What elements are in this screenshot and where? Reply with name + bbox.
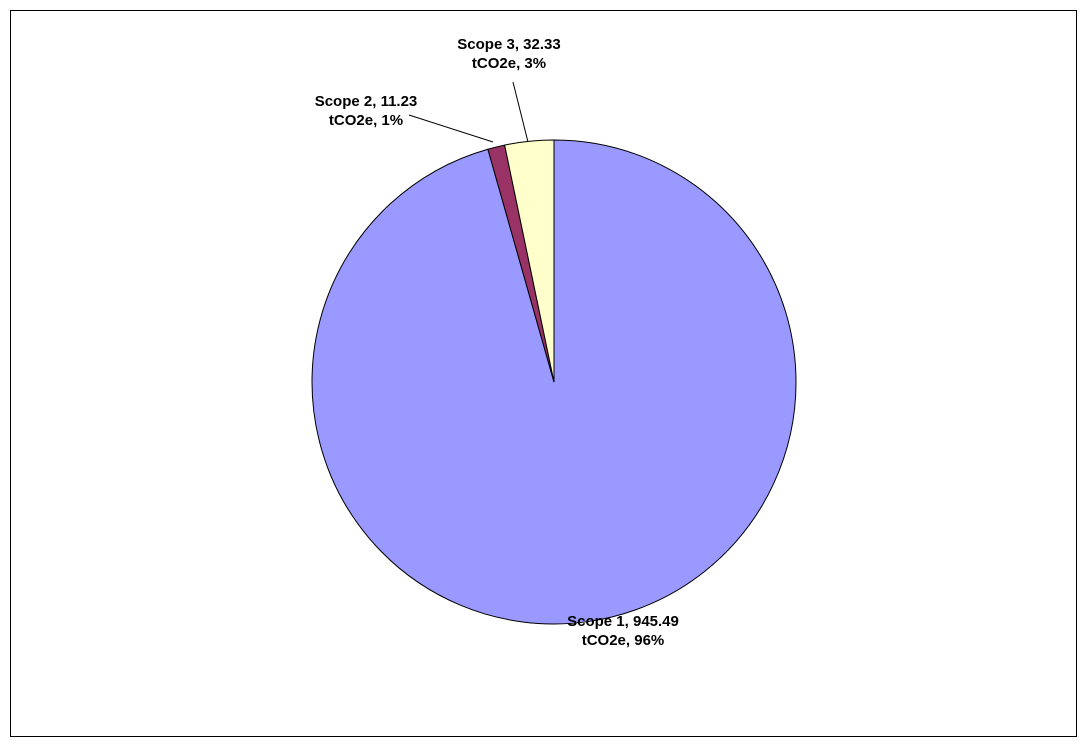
data-label-line1-scope-1: Scope 1, 945.49 bbox=[567, 613, 679, 630]
data-label-line2-scope-3: tCO2e, 3% bbox=[472, 55, 546, 72]
pie-chart: Scope 1, 945.49 tCO2e, 96% Scope 2, 11.23 t… bbox=[311, 36, 797, 649]
data-label-line1-scope-3: Scope 3, 32.33 bbox=[457, 36, 560, 53]
leader-line-scope-3 bbox=[512, 81, 529, 143]
slices-layer bbox=[311, 139, 797, 625]
data-label-scope-1: Scope 1, 945.49 tCO2e, 96% bbox=[567, 613, 679, 649]
labels-layer: Scope 1, 945.49 tCO2e, 96% Scope 2, 11.23 t… bbox=[315, 36, 679, 649]
data-label-scope-3: Scope 3, 32.33 tCO2e, 3% bbox=[457, 36, 560, 72]
pie-slice-scope-3 bbox=[504, 139, 555, 383]
data-label-line2-scope-1: tCO2e, 96% bbox=[582, 632, 665, 649]
leader-lines-layer bbox=[408, 81, 529, 143]
data-label-scope-2: Scope 2, 11.23 tCO2e, 1% bbox=[315, 93, 418, 129]
data-label-line1-scope-2: Scope 2, 11.23 bbox=[315, 93, 418, 110]
data-label-line2-scope-2: tCO2e, 1% bbox=[329, 112, 403, 129]
leader-line-scope-2 bbox=[408, 114, 494, 143]
chart-area: Scope 1, 945.49 tCO2e, 96% Scope 2, 11.23 t… bbox=[10, 10, 1077, 737]
